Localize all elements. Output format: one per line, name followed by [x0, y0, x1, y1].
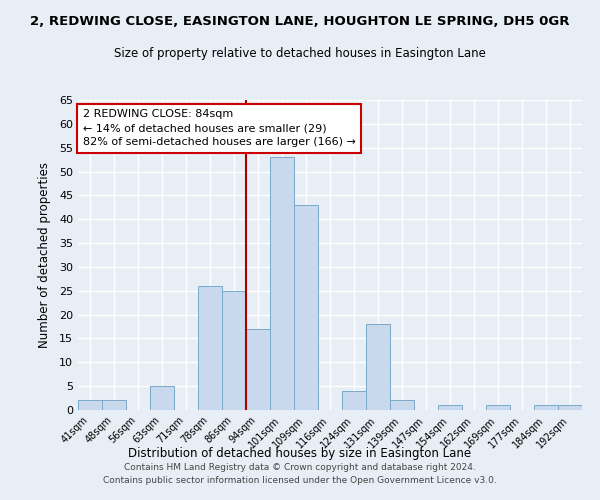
Bar — [294, 205, 318, 410]
Bar — [222, 291, 246, 410]
Y-axis label: Number of detached properties: Number of detached properties — [38, 162, 50, 348]
Bar — [78, 400, 102, 410]
Text: 2 REDWING CLOSE: 84sqm
← 14% of detached houses are smaller (29)
82% of semi-det: 2 REDWING CLOSE: 84sqm ← 14% of detached… — [83, 110, 356, 148]
Bar — [366, 324, 390, 410]
Bar — [558, 405, 582, 410]
Bar — [534, 405, 558, 410]
Bar — [270, 157, 294, 410]
Text: Size of property relative to detached houses in Easington Lane: Size of property relative to detached ho… — [114, 48, 486, 60]
Bar — [342, 391, 366, 410]
Bar — [102, 400, 126, 410]
Text: Distribution of detached houses by size in Easington Lane: Distribution of detached houses by size … — [128, 448, 472, 460]
Bar — [438, 405, 462, 410]
Bar — [150, 386, 174, 410]
Bar — [390, 400, 414, 410]
Bar — [198, 286, 222, 410]
Bar — [486, 405, 510, 410]
Text: 2, REDWING CLOSE, EASINGTON LANE, HOUGHTON LE SPRING, DH5 0GR: 2, REDWING CLOSE, EASINGTON LANE, HOUGHT… — [30, 15, 570, 28]
Text: Contains HM Land Registry data © Crown copyright and database right 2024.
Contai: Contains HM Land Registry data © Crown c… — [103, 464, 497, 485]
Bar — [246, 329, 270, 410]
